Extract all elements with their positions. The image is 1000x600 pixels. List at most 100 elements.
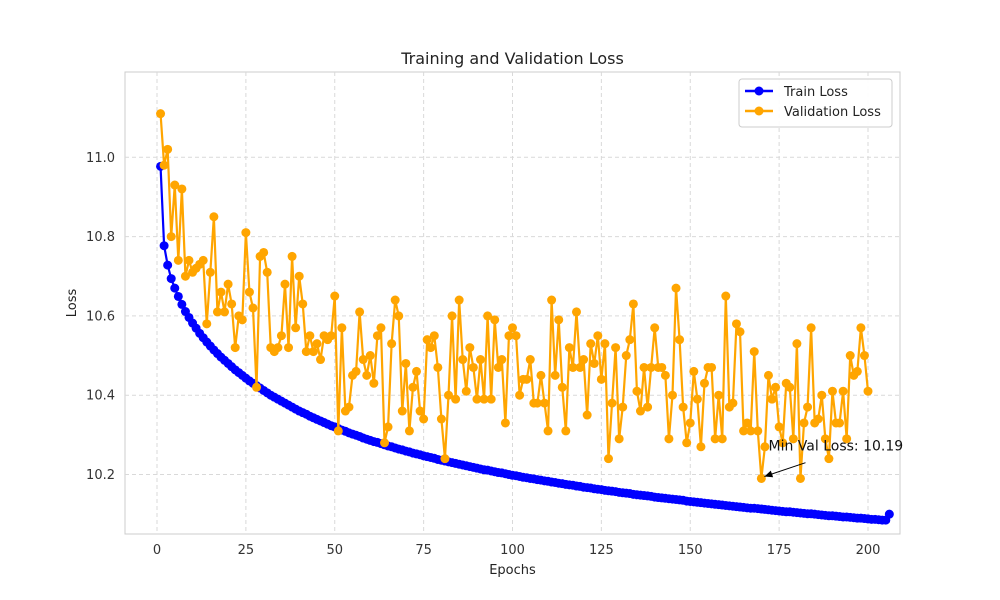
data-point-validation-loss — [714, 390, 724, 400]
data-point-validation-loss — [436, 414, 446, 424]
legend-box — [738, 78, 893, 128]
data-point-validation-loss — [479, 394, 489, 404]
data-point-validation-loss — [628, 299, 638, 309]
data-point-validation-loss — [625, 335, 635, 345]
data-point-validation-loss — [216, 287, 226, 297]
data-point-validation-loss — [500, 418, 510, 428]
data-point-validation-loss — [667, 390, 677, 400]
data-point-validation-loss — [788, 434, 798, 444]
data-point-validation-loss — [689, 366, 699, 376]
data-point-validation-loss — [163, 144, 173, 154]
data-point-validation-loss — [497, 355, 507, 365]
data-point-validation-loss — [835, 418, 845, 428]
data-point-validation-loss — [525, 355, 535, 365]
data-point-validation-loss — [326, 331, 336, 341]
data-point-validation-loss — [746, 426, 756, 436]
data-point-validation-loss — [301, 347, 311, 357]
data-point-validation-loss — [294, 271, 304, 281]
data-point-validation-loss — [220, 307, 230, 317]
data-point-validation-loss — [451, 394, 461, 404]
data-point-validation-loss — [166, 232, 176, 242]
y-tick-label: 10.4 — [86, 389, 115, 404]
data-point-validation-loss — [433, 362, 443, 372]
data-point-validation-loss — [248, 303, 258, 313]
data-point-validation-loss — [273, 343, 283, 353]
data-point-validation-loss — [355, 307, 365, 317]
annotation-layer: Min Val Loss: 10.19 — [764, 439, 903, 478]
data-point-validation-loss — [603, 454, 613, 464]
data-point-validation-loss — [383, 422, 393, 432]
data-point-validation-loss — [792, 339, 802, 349]
legend-label-train-loss: Train Loss — [783, 85, 848, 100]
data-point-validation-loss — [458, 355, 468, 365]
data-point-train-loss — [166, 274, 176, 284]
data-point-validation-loss — [330, 291, 340, 301]
data-point-validation-loss — [756, 473, 766, 483]
data-point-validation-loss — [643, 402, 653, 412]
data-point-validation-loss — [760, 442, 770, 452]
data-point-validation-loss — [692, 394, 702, 404]
data-point-validation-loss — [678, 402, 688, 412]
x-tick-label: 50 — [326, 543, 343, 558]
data-point-validation-loss — [596, 374, 606, 384]
data-point-validation-loss — [774, 422, 784, 432]
data-point-validation-loss — [646, 362, 656, 372]
data-point-validation-loss — [540, 398, 549, 408]
legend-marker-train-loss — [754, 86, 764, 96]
data-point-validation-loss — [707, 362, 717, 372]
data-point-validation-loss — [568, 362, 578, 372]
data-point-validation-loss — [778, 438, 788, 448]
data-point-validation-loss — [333, 426, 343, 436]
data-point-validation-loss — [682, 438, 692, 448]
data-point-validation-loss — [184, 255, 194, 265]
data-point-validation-loss — [376, 323, 386, 333]
data-point-validation-loss — [561, 426, 571, 436]
data-point-validation-loss — [237, 315, 247, 325]
data-point-validation-loss — [465, 343, 475, 353]
data-point-validation-loss — [397, 406, 407, 416]
annotation-text: Min Val Loss: 10.19 — [769, 439, 904, 455]
data-point-validation-loss — [170, 180, 180, 190]
data-point-validation-loss — [227, 299, 237, 309]
x-tick-label: 75 — [415, 543, 432, 558]
data-point-validation-loss — [657, 362, 667, 372]
data-point-validation-loss — [337, 323, 347, 333]
data-point-validation-loss — [404, 426, 414, 436]
y-tick-label: 10.6 — [86, 309, 115, 324]
data-point-validation-loss — [508, 323, 517, 333]
legend: Train Loss Validation Loss — [738, 78, 893, 128]
data-point-validation-loss — [205, 267, 215, 277]
data-point-validation-loss — [401, 358, 411, 368]
data-point-validation-loss — [660, 370, 670, 380]
data-point-validation-loss — [476, 355, 485, 365]
data-point-validation-loss — [543, 426, 553, 436]
data-point-validation-loss — [262, 267, 272, 277]
data-point-validation-loss — [763, 370, 773, 380]
data-point-validation-loss — [202, 319, 212, 329]
y-tick-label: 10.8 — [86, 230, 115, 245]
data-point-validation-loss — [316, 355, 326, 365]
data-point-validation-loss — [813, 414, 823, 424]
data-point-validation-loss — [362, 370, 372, 380]
data-point-validation-loss — [532, 398, 542, 408]
data-point-validation-loss — [838, 386, 848, 396]
data-point-validation-loss — [454, 295, 464, 305]
data-point-validation-loss — [749, 347, 759, 357]
series-validation-loss — [156, 109, 873, 483]
x-tick-label: 0 — [153, 543, 161, 558]
data-point-validation-loss — [771, 382, 781, 392]
data-point-validation-loss — [493, 362, 503, 372]
data-point-validation-loss — [632, 386, 642, 396]
data-point-train-loss — [884, 509, 894, 519]
series-layer — [156, 109, 894, 525]
data-point-validation-loss — [557, 382, 567, 392]
data-point-validation-loss — [369, 378, 379, 388]
data-point-validation-loss — [515, 390, 525, 400]
data-point-validation-loss — [728, 398, 738, 408]
y-tick-label: 11.0 — [86, 151, 115, 166]
data-point-validation-loss — [731, 319, 741, 329]
data-point-validation-loss — [440, 454, 450, 464]
x-axis-label: Epochs — [489, 563, 536, 578]
x-tick-label: 125 — [589, 543, 614, 558]
data-point-validation-loss — [444, 390, 454, 400]
